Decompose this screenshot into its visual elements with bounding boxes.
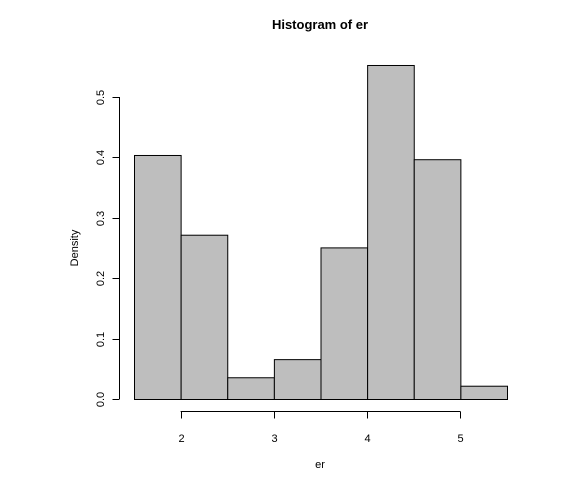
y-tick-label: 0.5 — [95, 90, 107, 105]
y-tick-label: 0.1 — [95, 332, 107, 347]
histogram-bar — [413, 159, 462, 400]
y-tick-label: 0.2 — [95, 271, 107, 286]
chart-title: Histogram of er — [272, 17, 368, 32]
x-tick-label: 3 — [271, 433, 277, 445]
x-tick-label: 5 — [457, 433, 463, 445]
x-axis: 2 3 4 5 — [178, 411, 464, 445]
y-tick-label: 0.0 — [95, 392, 107, 407]
y-axis: 0.0 0.1 0.2 0.3 0.4 0.5 — [95, 90, 120, 407]
histogram-bar — [180, 234, 229, 400]
histogram-bar — [273, 359, 322, 400]
bars-group — [134, 64, 508, 401]
histogram-bar — [367, 64, 415, 400]
histogram-bar — [320, 247, 369, 400]
y-axis-label: Density — [69, 229, 81, 266]
x-tick-label: 2 — [178, 433, 184, 445]
histogram-bar — [460, 385, 508, 401]
x-axis-label: er — [315, 459, 325, 471]
y-tick-label: 0.4 — [95, 150, 107, 165]
y-tick-label: 0.3 — [95, 211, 107, 226]
x-tick-label: 4 — [364, 433, 370, 445]
histogram-bar — [134, 154, 182, 400]
histogram-bar — [227, 377, 275, 401]
